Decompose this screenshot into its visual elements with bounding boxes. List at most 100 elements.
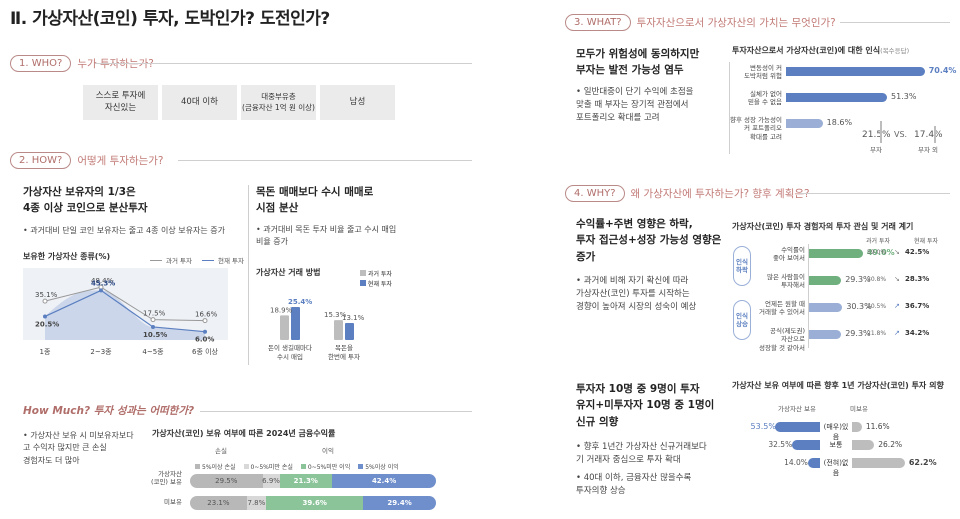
what-tag: 3. WHAT? xyxy=(565,14,631,31)
stack-segment: 23.1% xyxy=(190,496,247,510)
col-nohold-label: 미보유 xyxy=(850,405,868,413)
why-chart1-axis xyxy=(808,244,809,348)
hold-value: 14.0% xyxy=(784,458,808,467)
legend-text: 0~5%미만 손실 xyxy=(250,464,293,471)
compare-rich: 21.5% xyxy=(862,130,891,140)
why-bar xyxy=(809,303,843,312)
trend-arrow-icon: ↘ xyxy=(894,275,900,283)
past-data-label: 16.6% xyxy=(195,311,218,319)
stack-segment: 6.9% xyxy=(262,474,280,488)
profit-label: 이익 xyxy=(322,447,334,455)
who-box-age: 40대 이하 xyxy=(162,85,237,120)
why-past-value: 59.0% xyxy=(867,249,887,256)
chart1-legend: 과거 투자 현재 투자 xyxy=(150,255,244,265)
howmuch-divider xyxy=(200,411,472,412)
row-label: 가상자산 (코인) 보유 xyxy=(150,470,182,487)
chart2-title: 가상자산 거래 방법 xyxy=(256,268,321,277)
past-point xyxy=(150,317,156,323)
what-bar-value: 18.6% xyxy=(826,118,853,127)
how-left-bullet: • 과거대비 단일 코인 보유자는 줄고 4종 이상 보유자는 증가 xyxy=(23,226,225,235)
intent-label: (매우)있음 xyxy=(823,423,849,441)
intent-label: 보통 xyxy=(829,441,843,449)
now-data-label: 20.5% xyxy=(35,320,59,328)
stack-segment: 29.4% xyxy=(363,496,436,510)
who-divider xyxy=(95,63,472,64)
legend-swatch xyxy=(300,464,306,469)
why-question: 왜 가상자산에 투자하는가? 향후 계획은? xyxy=(630,188,810,200)
group-rise-badge: 인식 상승 xyxy=(733,300,751,340)
why-bar xyxy=(809,276,842,285)
past-bar-label: 18.9% xyxy=(270,306,293,314)
past-bar xyxy=(280,315,289,340)
what-chart-title: 투자자산으로서 가상자산(코인)에 대한 인식(복수응답) xyxy=(732,46,909,57)
nohold-value: 11.6% xyxy=(865,422,890,431)
what-headline: 모두가 위험성에 동의하지만 부자는 발전 가능성 염두 xyxy=(576,48,700,77)
past-point xyxy=(42,298,48,304)
nohold-bar xyxy=(852,422,862,432)
how-left-headline: 가상자산 보유자의 1/3은 4종 이상 코인으로 분산투자 xyxy=(23,186,148,215)
x-tick-label: 4~5종 xyxy=(142,348,164,356)
chart1-title: 보유한 가상자산 종류(%) xyxy=(23,252,111,261)
who-tag: 1. WHO? xyxy=(10,55,72,72)
legend-now-line xyxy=(202,259,214,261)
why-chart1-title: 가상자산(코인) 투자 경험자의 투자 관심 및 거래 계기 xyxy=(732,222,914,231)
x-tick-label: 1종 xyxy=(40,348,51,356)
why-col-past: 과거 투자 xyxy=(866,238,890,245)
how-tag: 2. HOW? xyxy=(10,152,72,169)
nohold-value: 26.2% xyxy=(878,440,903,449)
what-bar-value: 70.4% xyxy=(928,66,957,75)
howmuch-title: How Much? 투자 성과는 어떠한가? xyxy=(23,405,195,417)
why-tag: 4. WHY? xyxy=(565,185,625,202)
who-box-confident: 스스로 투자에 자신있는 xyxy=(83,85,158,120)
what-bar-value: 51.3% xyxy=(891,92,917,101)
trend-arrow-icon: ↘ xyxy=(894,248,900,256)
why-past-value: 20.5% xyxy=(867,303,887,310)
what-bar xyxy=(786,93,888,102)
howmuch-legend-item: 0~5%미만 손실 xyxy=(243,462,293,471)
who-question: 누가 투자하는가? xyxy=(77,58,154,70)
now-bar-label: 13.1% xyxy=(342,314,365,322)
category-label: 돈이 생길때마다 xyxy=(268,343,312,352)
why-now-value: 36.7% xyxy=(905,302,930,310)
who-section-header: 1. WHO? 누가 투자하는가? xyxy=(10,54,154,73)
intent-label: (전혀)없음 xyxy=(823,459,849,477)
what-bar xyxy=(786,67,925,76)
now-data-label: 45.3% xyxy=(91,279,115,287)
what-bullet: • 일반대중이 단기 수익에 초점을 맞출 때 부자는 장기적 관점에서 포트폴… xyxy=(576,87,694,124)
legend2-past-swatch xyxy=(360,270,366,276)
legend-text: 5%이상 손실 xyxy=(202,464,236,471)
past-bar-label: 15.3% xyxy=(324,311,347,319)
what-bar xyxy=(786,119,823,128)
legend-swatch xyxy=(195,464,200,469)
howmuch-legend-item: 5%이상 이익 xyxy=(358,462,399,471)
compare-rich-label: 부자 xyxy=(870,146,882,154)
x-tick-label: 2~3종 xyxy=(90,348,112,356)
trend-arrow-icon: ↗ xyxy=(894,329,900,337)
why-row-label: 언제든 원할 때 거래할 수 있어서 xyxy=(759,300,805,317)
hold-bar xyxy=(774,422,820,432)
why-bullet-3: • 40대 이하, 금융자산 많을수록 투자의향 상승 xyxy=(576,473,692,497)
howmuch-row: 가상자산 (코인) 보유 29.5% 6.9% 21.3% 42.4% xyxy=(150,470,470,490)
why-chart2-title: 가상자산 보유 여부에 따른 향후 1년 가상자산(코인) 투자 의향 xyxy=(732,381,944,390)
why-bar-value: 29.3% xyxy=(845,275,871,284)
why-col-now: 현재 투자 xyxy=(914,238,938,245)
why-past-value: 30.8% xyxy=(867,276,887,283)
category-label: 수시 매입 xyxy=(277,353,303,361)
compare-nonrich: 17.4% xyxy=(914,130,943,140)
what-row-label: 실체가 없어 믿을 수 없음 xyxy=(747,90,782,107)
why-now-value: 28.3% xyxy=(905,275,930,283)
now-bar xyxy=(345,322,354,340)
how-question: 어떻게 투자하는가? xyxy=(77,155,164,167)
nohold-bar xyxy=(852,440,875,450)
why-bar xyxy=(809,330,842,339)
why-bar-value: 29.3% xyxy=(845,329,871,338)
legend-swatch xyxy=(358,464,364,469)
now-point xyxy=(99,288,103,293)
what-axis xyxy=(729,62,730,154)
hold-bar xyxy=(808,458,820,468)
what-section-header: 3. WHAT? 투자자산으로서 가상자산의 가치는 무엇인가? xyxy=(565,13,836,32)
legend-past-line xyxy=(150,259,162,261)
past-bar xyxy=(334,320,343,340)
page-title: Ⅱ. 가상자산(코인) 투자, 도박인가? 도전인가? xyxy=(10,9,330,29)
